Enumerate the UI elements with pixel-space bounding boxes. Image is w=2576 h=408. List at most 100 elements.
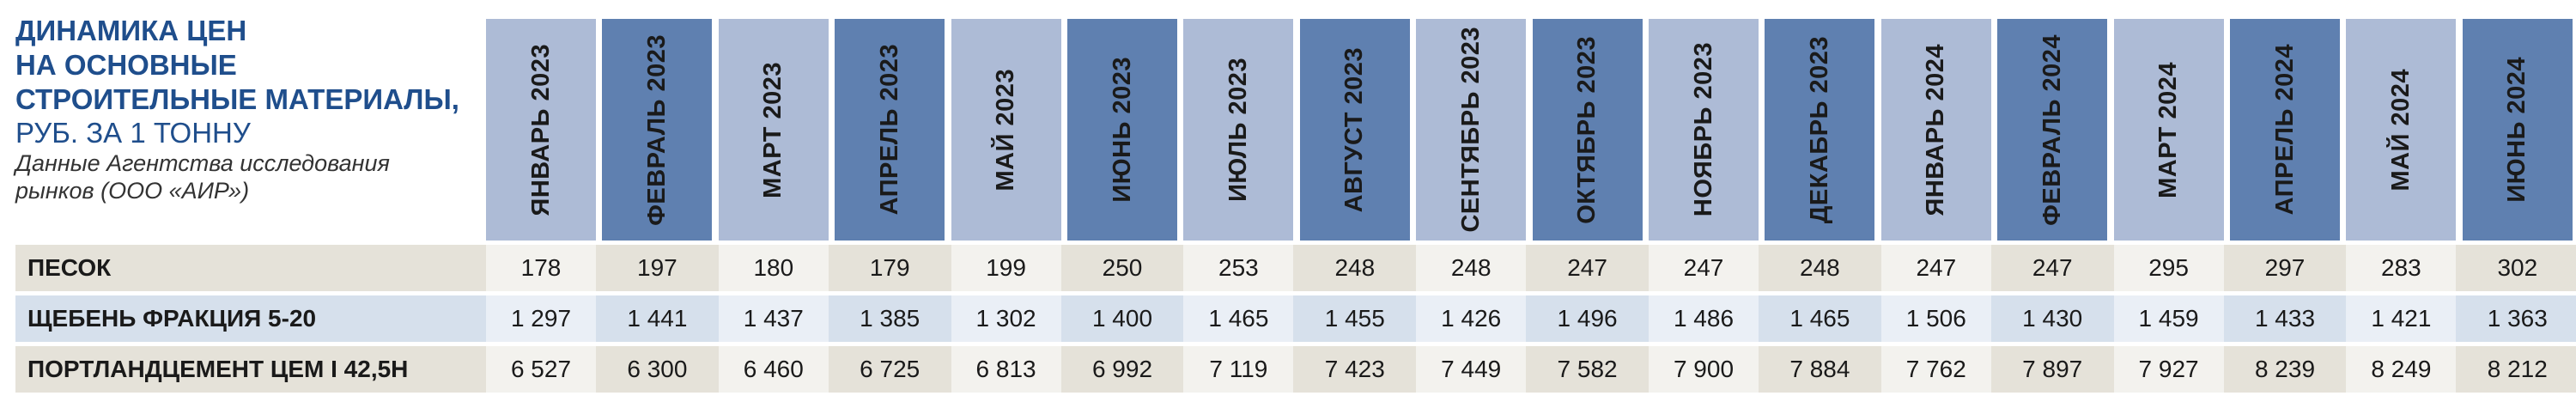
price-cell: 1 385 [835,295,945,342]
price-cell: 7 897 [1997,346,2108,393]
price-cell: 6 992 [1067,346,1177,393]
month-label: СЕНТЯБРЬ 2023 [1456,27,1485,233]
price-cell: 247 [1880,245,1991,291]
price-cell: 248 [1765,245,1875,291]
month-header-cell: АВГУСТ 2023 [1299,19,1410,241]
chart-title-block: Динамика цен на основные строительные ма… [15,14,479,204]
price-cell: 7 423 [1299,346,1410,393]
month-header-cell: ФЕВРАЛЬ 2024 [1997,19,2108,241]
price-cell: 247 [1997,245,2108,291]
chart-title-line-1: Динамика цен [15,15,247,46]
price-cell: 283 [2346,245,2457,291]
price-cell: 250 [1067,245,1177,291]
month-label: АПРЕЛЬ 2024 [2270,44,2299,216]
month-header-cell: ЯНВАРЬ 2023 [486,19,596,241]
month-header-cell: НОЯБРЬ 2023 [1649,19,1759,241]
price-cell: 247 [1532,245,1643,291]
price-cell: 297 [2230,245,2340,291]
price-cell: 6 527 [486,346,596,393]
price-cell: 7 119 [1183,346,1294,393]
month-header-cell: АПРЕЛЬ 2024 [2230,19,2340,241]
price-cell: 1 302 [951,295,1061,342]
price-cell: 1 363 [2462,295,2573,342]
row-label: ПЕСОК [27,254,112,281]
month-header-cell: ОКТЯБРЬ 2023 [1532,19,1643,241]
month-header-cell: СЕНТЯБРЬ 2023 [1416,19,1527,241]
chart-title-line-2: на основные [15,49,237,81]
month-header-cell: ИЮНЬ 2024 [2462,19,2573,241]
price-cell: 1 465 [1765,295,1875,342]
price-cell: 6 460 [718,346,829,393]
month-header-cell: МАЙ 2024 [2346,19,2457,241]
price-cell: 8 212 [2462,346,2573,393]
price-cell: 1 486 [1649,295,1759,342]
price-cell: 1 459 [2113,295,2224,342]
price-cell: 1 496 [1532,295,1643,342]
month-label: ФЕВРАЛЬ 2024 [2038,33,2066,226]
month-header-cell: ФЕВРАЛЬ 2023 [602,19,713,241]
month-label: ИЮНЬ 2023 [1108,57,1136,203]
price-cell: 1 426 [1416,295,1527,342]
price-cell: 178 [486,245,596,291]
month-label: ИЮНЬ 2024 [2503,57,2531,203]
month-label: МАЙ 2024 [2386,68,2415,192]
price-cell: 1 506 [1880,295,1991,342]
price-cell: 7 884 [1765,346,1875,393]
month-label: ФЕВРАЛЬ 2023 [642,33,671,226]
month-header-cell: ИЮНЬ 2023 [1067,19,1177,241]
price-cell: 1 441 [602,295,713,342]
price-cell: 1 455 [1299,295,1410,342]
price-cell: 7 582 [1532,346,1643,393]
month-header-cell: МАЙ 2023 [951,19,1061,241]
price-cell: 248 [1416,245,1527,291]
price-cell: 8 249 [2346,346,2457,393]
month-label: ЯНВАРЬ 2024 [1922,43,1950,216]
month-header-cell: ИЮЛЬ 2023 [1183,19,1294,241]
row-label: ПОРТЛАНДЦЕМЕНТ ЦЕМ I 42,5Н [27,356,409,382]
price-cell: 7 762 [1880,346,1991,393]
price-cell: 247 [1649,245,1759,291]
price-cell: 1 465 [1183,295,1294,342]
month-label: ДЕКАБРЬ 2023 [1805,35,1833,224]
price-cell: 7 927 [2113,346,2224,393]
month-label: АПРЕЛЬ 2023 [875,44,903,216]
price-cell: 1 297 [486,295,596,342]
price-cell: 199 [951,245,1061,291]
chart-source-line-2: рынков (ООО «АИР») [15,178,250,204]
month-label: ЯНВАРЬ 2023 [526,43,555,216]
month-label: ОКТЯБРЬ 2023 [1573,35,1601,224]
month-label: АВГУСТ 2023 [1340,46,1369,213]
price-cell: 6 300 [602,346,713,393]
price-cell: 1 430 [1997,295,2108,342]
price-cell: 197 [602,245,713,291]
chart-title-line-3: строительные материалы, [15,83,459,115]
month-header-row: ЯНВАРЬ 2023 ФЕВРАЛЬ 2023 МАРТ 2023 АПРЕЛЬ 2… [486,19,2573,241]
row-label: ЩЕБЕНЬ ФРАКЦИЯ 5-20 [27,305,317,332]
price-cell: 1 400 [1067,295,1177,342]
price-cell: 1 421 [2346,295,2457,342]
month-header-cell: ДЕКАБРЬ 2023 [1765,19,1875,241]
chart-unit: руб. за 1 тонну [15,117,251,149]
chart-source-line-1: Данные Агентства исследования [15,150,390,176]
price-cell: 7 900 [1649,346,1759,393]
price-cell: 7 449 [1416,346,1527,393]
month-label: МАЙ 2023 [992,68,1020,192]
price-cell: 179 [835,245,945,291]
month-header-cell: АПРЕЛЬ 2023 [835,19,945,241]
price-cell: 180 [718,245,829,291]
month-header-cell: ЯНВАРЬ 2024 [1880,19,1991,241]
price-cell: 1 437 [718,295,829,342]
price-cell: 248 [1299,245,1410,291]
month-label: МАРТ 2024 [2154,61,2183,198]
price-cell: 295 [2113,245,2224,291]
month-label: ИЮЛЬ 2023 [1224,58,1252,202]
month-label: НОЯБРЬ 2023 [1689,42,1717,217]
price-cell: 1 433 [2230,295,2340,342]
price-cell: 302 [2462,245,2573,291]
price-cell: 6 725 [835,346,945,393]
month-header-cell: МАРТ 2024 [2113,19,2224,241]
month-header-cell: МАРТ 2023 [718,19,829,241]
price-cell: 6 813 [951,346,1061,393]
month-label: МАРТ 2023 [759,61,787,198]
price-cell: 8 239 [2230,346,2340,393]
